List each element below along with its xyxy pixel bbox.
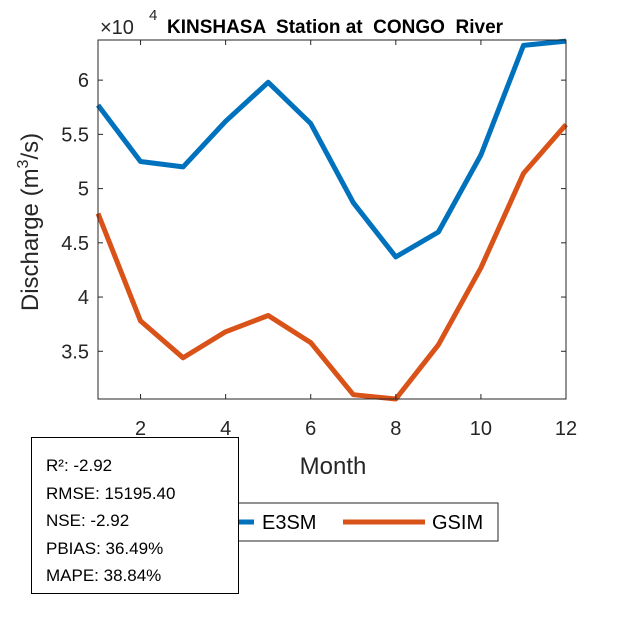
x-tick-label: 8 xyxy=(390,418,401,440)
y-tick-label: 4.5 xyxy=(61,233,89,255)
stat-pbias: PBIAS: 36.49% xyxy=(46,538,164,558)
series-line-gsim xyxy=(95,122,568,402)
x-tick-label: 2 xyxy=(135,418,146,440)
stat-nse: NSE: -2.92 xyxy=(46,511,130,530)
x-ticks: 2 4 6 8 10 12 xyxy=(135,40,577,440)
stats-box: R²: -2.92 RMSE: 15195.40 NSE: -2.92 PBIA… xyxy=(31,437,239,594)
axes-box xyxy=(97,39,567,400)
y-tick-label: 5.5 xyxy=(61,124,89,146)
x-tick-label: 4 xyxy=(220,418,231,440)
x-tick-label: 12 xyxy=(555,418,577,440)
y-tick-label: 4 xyxy=(78,287,89,309)
y-axis-label-main: Discharge (m xyxy=(17,168,44,311)
series-line-e3sm xyxy=(96,38,567,260)
y-axis-label-sup: 3 xyxy=(15,159,32,168)
legend-label-gsim: GSIM xyxy=(432,512,483,534)
y-axis-label-tail: /s) xyxy=(17,133,44,160)
x-tick-label: 6 xyxy=(305,418,316,440)
stat-rmse: RMSE: 15195.40 xyxy=(46,483,176,503)
stat-r2: R²: -2.92 xyxy=(46,456,113,475)
plot-area xyxy=(98,40,566,399)
stat-mape: MAPE: 38.84% xyxy=(46,566,162,585)
x-axis-label: Month xyxy=(300,453,367,480)
y-axis-label: Discharge (m3/s) xyxy=(15,133,44,311)
y-tick-label: 6 xyxy=(78,70,89,92)
y-tick-label: 3.5 xyxy=(61,341,89,363)
y-tick-label: 5 xyxy=(78,179,89,201)
series-layer xyxy=(95,38,568,402)
x-tick-label: 10 xyxy=(470,418,492,440)
y-multiplier: ×10 xyxy=(100,17,134,39)
legend-label-e3sm: E3SM xyxy=(262,512,316,534)
y-multiplier-exponent: 4 xyxy=(149,7,157,24)
chart-title: KINSHASA Station at CONGO River xyxy=(167,17,504,38)
y-ticks: 3.5 4 4.5 5 5.5 6 xyxy=(61,70,566,363)
